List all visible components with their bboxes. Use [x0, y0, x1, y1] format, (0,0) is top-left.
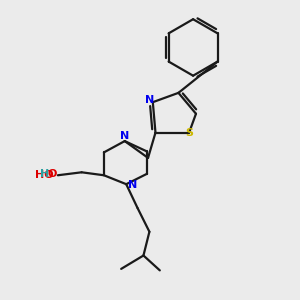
- Text: N: N: [120, 131, 129, 141]
- Text: N: N: [145, 95, 154, 105]
- Text: S: S: [185, 128, 193, 138]
- Text: O: O: [47, 169, 57, 179]
- Text: HO: HO: [35, 170, 53, 180]
- Text: H: H: [40, 169, 49, 179]
- Text: N: N: [128, 180, 137, 190]
